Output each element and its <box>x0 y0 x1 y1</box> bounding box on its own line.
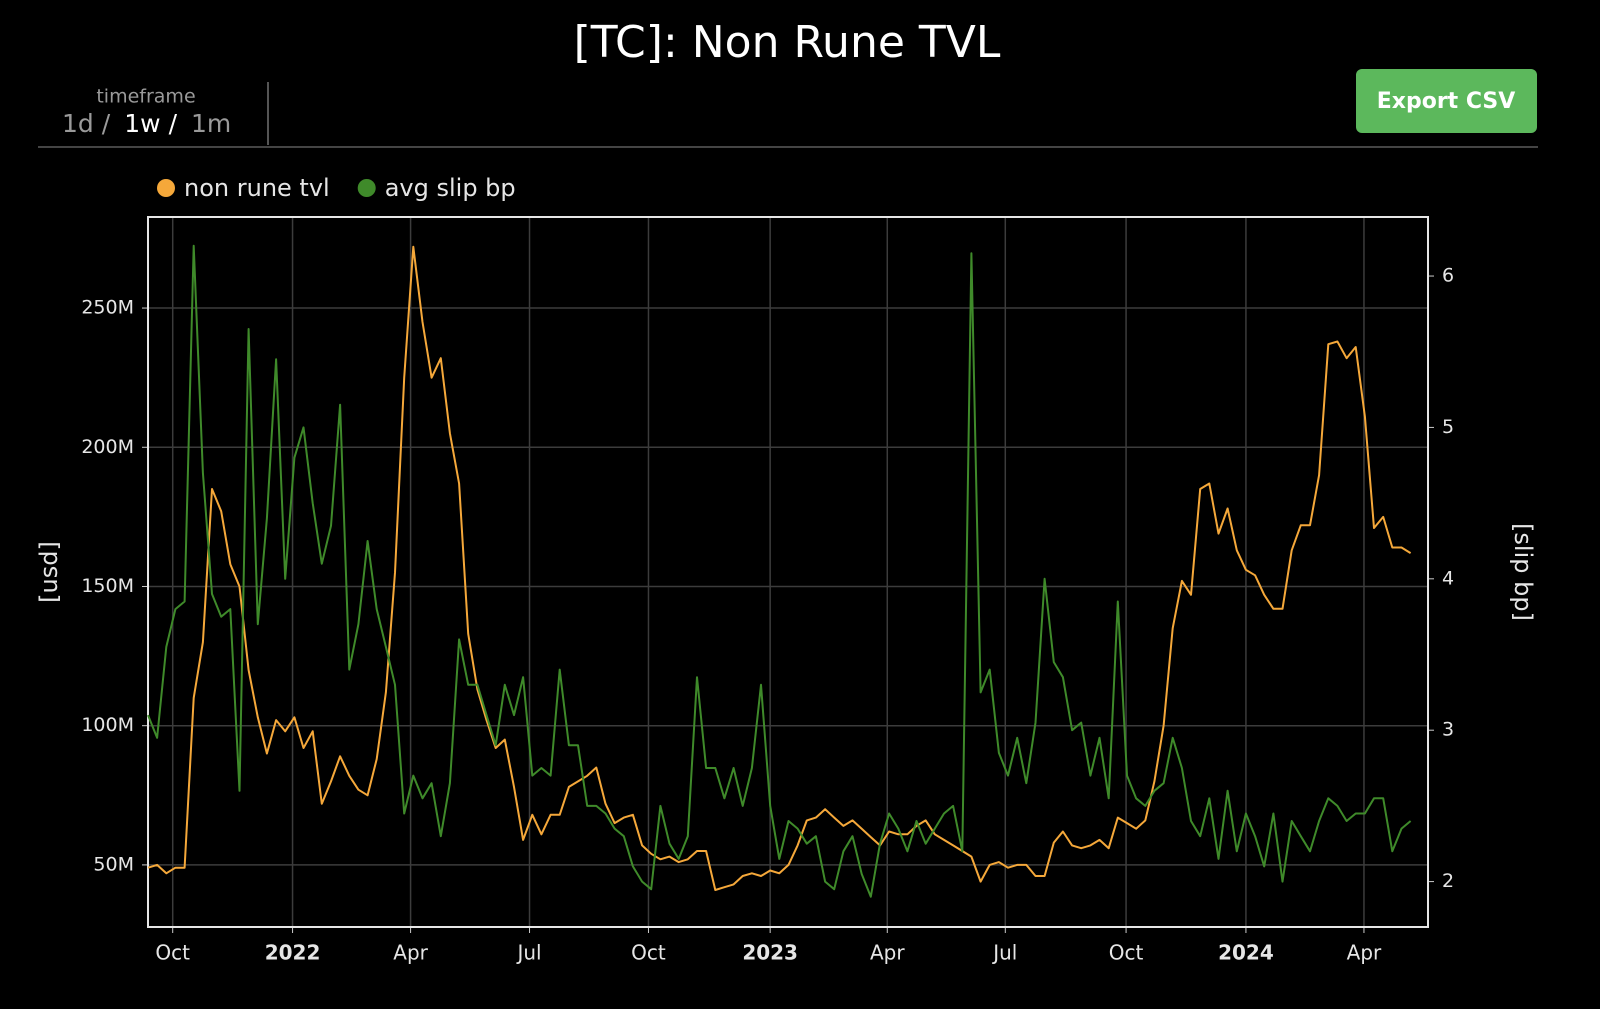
timeframe-separator: / <box>102 109 111 138</box>
y-tick-label: 200M <box>81 436 134 458</box>
x-tick-label: Jul <box>991 941 1017 965</box>
x-tick-label: 2022 <box>265 941 321 965</box>
x-tick-label: Apr <box>1347 941 1382 965</box>
timeframe-separator: / <box>169 109 178 138</box>
x-tick-label: Apr <box>393 941 428 965</box>
export-button[interactable]: Export CSV <box>1356 69 1537 133</box>
x-tick-label: Oct <box>1109 941 1144 965</box>
y-tick-label: 100M <box>81 714 134 736</box>
y2-tick-label: 2 <box>1442 870 1454 892</box>
export-button-bg[interactable] <box>1356 69 1537 133</box>
series-line <box>147 245 1412 891</box>
export-button-label[interactable]: Export CSV <box>1377 89 1516 114</box>
series-line <box>147 244 1412 898</box>
x-tick-label: Oct <box>155 941 190 965</box>
timeframe-selector: 1d / 1w / 1m <box>62 109 231 138</box>
grid <box>148 217 1428 927</box>
x-tick-label: Oct <box>631 941 666 965</box>
legend-swatch <box>357 179 376 197</box>
y-tick-label: 150M <box>81 575 134 597</box>
y-tick-label: 250M <box>81 297 134 319</box>
y2-tick-label: 6 <box>1442 265 1454 287</box>
x-tick-label: 2023 <box>742 941 798 965</box>
x-tick-label: 2024 <box>1218 941 1274 965</box>
timeframe-option[interactable]: 1w <box>124 109 160 138</box>
timeframe-option[interactable]: 1d <box>62 109 94 138</box>
y-tick-label: 50M <box>93 853 134 875</box>
chart-title: [TC]: Non Rune TVL <box>574 17 1001 68</box>
y2-tick-label: 3 <box>1442 719 1454 741</box>
y2-tick-label: 4 <box>1442 567 1454 589</box>
legend-label: avg slip bp <box>385 174 516 202</box>
y-axis-label: [usd] <box>35 541 63 603</box>
y2-tick-label: 5 <box>1442 416 1454 438</box>
plot-frame <box>147 216 1429 928</box>
x-tick-label: Jul <box>515 941 541 965</box>
timeframe-label: timeframe <box>96 86 195 108</box>
y2-axis-label: [slip bp] <box>1509 523 1537 621</box>
legend-swatch <box>157 179 175 197</box>
legend-label: non rune tvl <box>184 174 330 202</box>
x-tick-label: Apr <box>870 941 905 965</box>
timeframe-option[interactable]: 1m <box>191 109 231 138</box>
